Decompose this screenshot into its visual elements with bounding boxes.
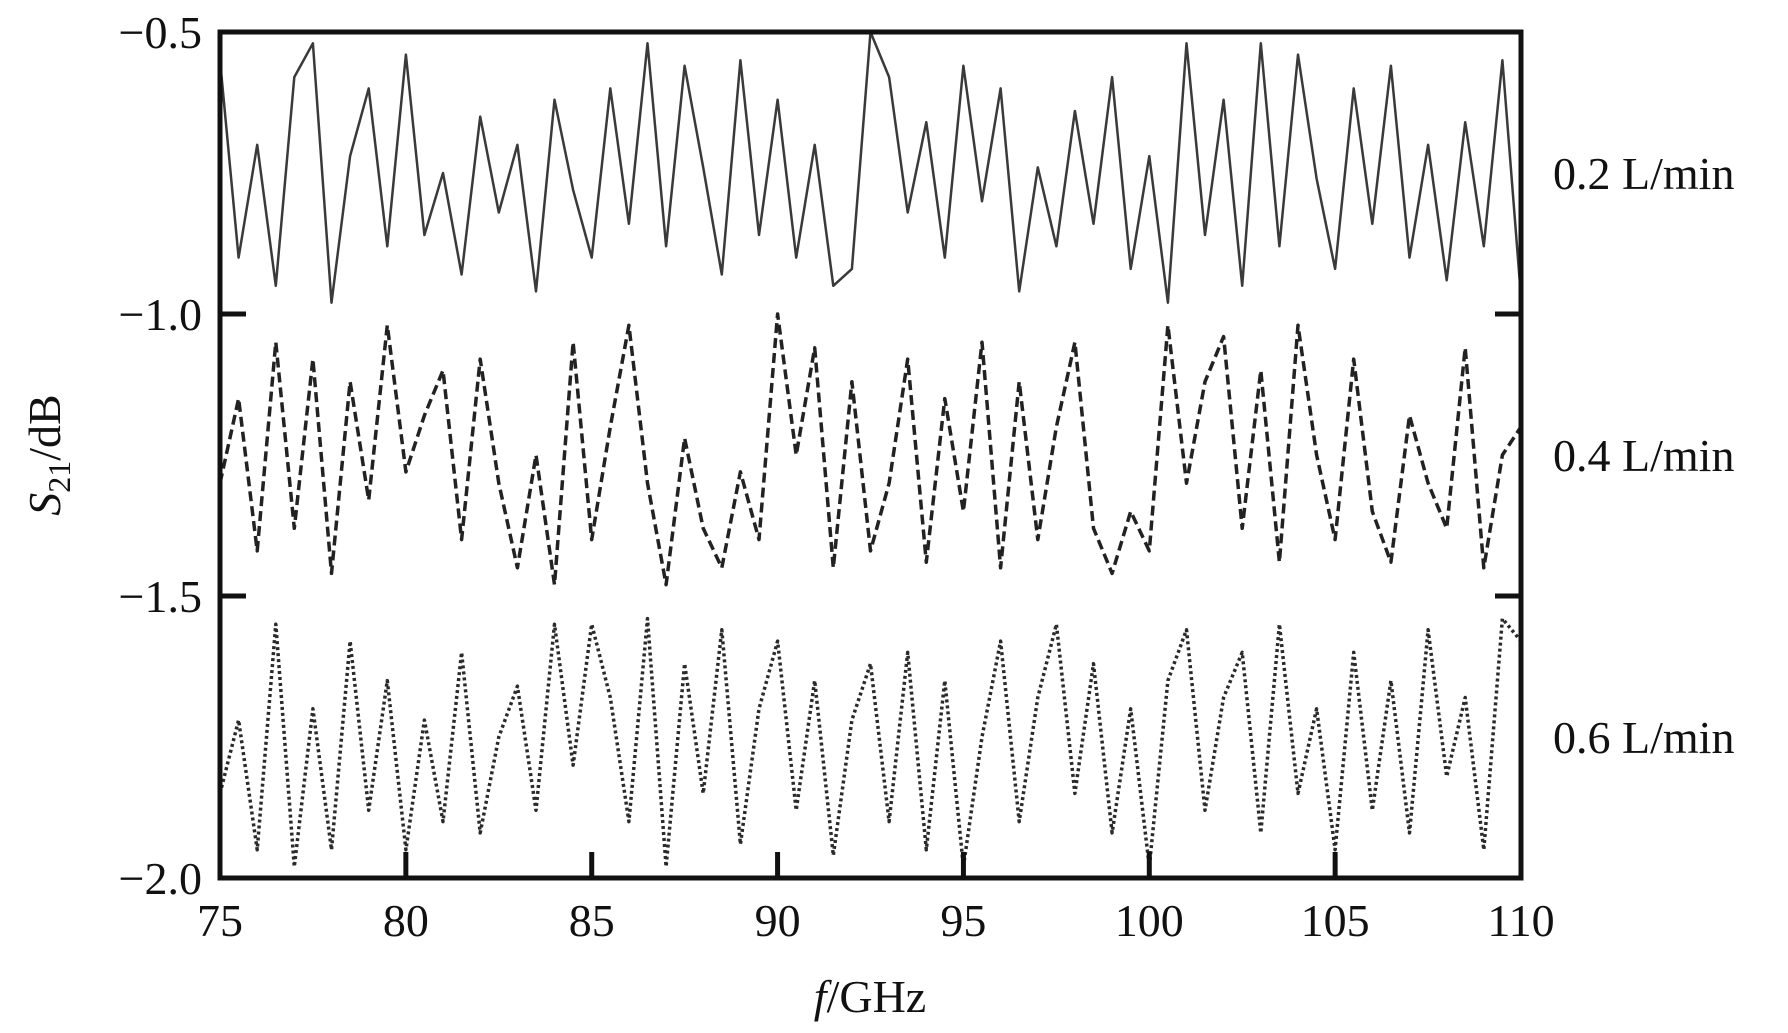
- x-tick-label: 90: [755, 895, 801, 946]
- series-line-2: [218, 312, 1523, 587]
- y-tick-label: −0.5: [119, 7, 202, 58]
- y-tick-label: −1.0: [119, 289, 202, 340]
- series-label-1: 0.2 L/min: [1553, 148, 1734, 199]
- x-tick-label: 75: [197, 895, 243, 946]
- series-label-3: 0.6 L/min: [1553, 712, 1734, 763]
- x-tick-label: 105: [1301, 895, 1370, 946]
- plot-frame: [217, 29, 1524, 881]
- x-axis-label: f/GHz: [814, 971, 926, 1022]
- y-axis-label: S21/dB: [19, 394, 77, 515]
- series-labels: 0.2 L/min 0.4 L/min 0.6 L/min: [1553, 148, 1734, 763]
- axis-ticks: [217, 29, 1524, 881]
- series-label-2: 0.4 L/min: [1553, 430, 1734, 481]
- y-tick-label: −1.5: [119, 571, 202, 622]
- x-tick-label: 110: [1487, 895, 1554, 946]
- series-line-3: [218, 616, 1523, 869]
- series-line-1: [218, 30, 1523, 304]
- y-tick-label: −2.0: [119, 853, 202, 904]
- x-tick-label: 100: [1115, 895, 1184, 946]
- x-tick-label: 85: [569, 895, 615, 946]
- x-tick-label: 95: [940, 895, 986, 946]
- tick-labels: 75 80 85 90 95 100 105 110 −0.5 −1.0 −1.5 −2.0: [119, 7, 1555, 946]
- plot-lines: [218, 30, 1523, 869]
- x-tick-label: 80: [383, 895, 429, 946]
